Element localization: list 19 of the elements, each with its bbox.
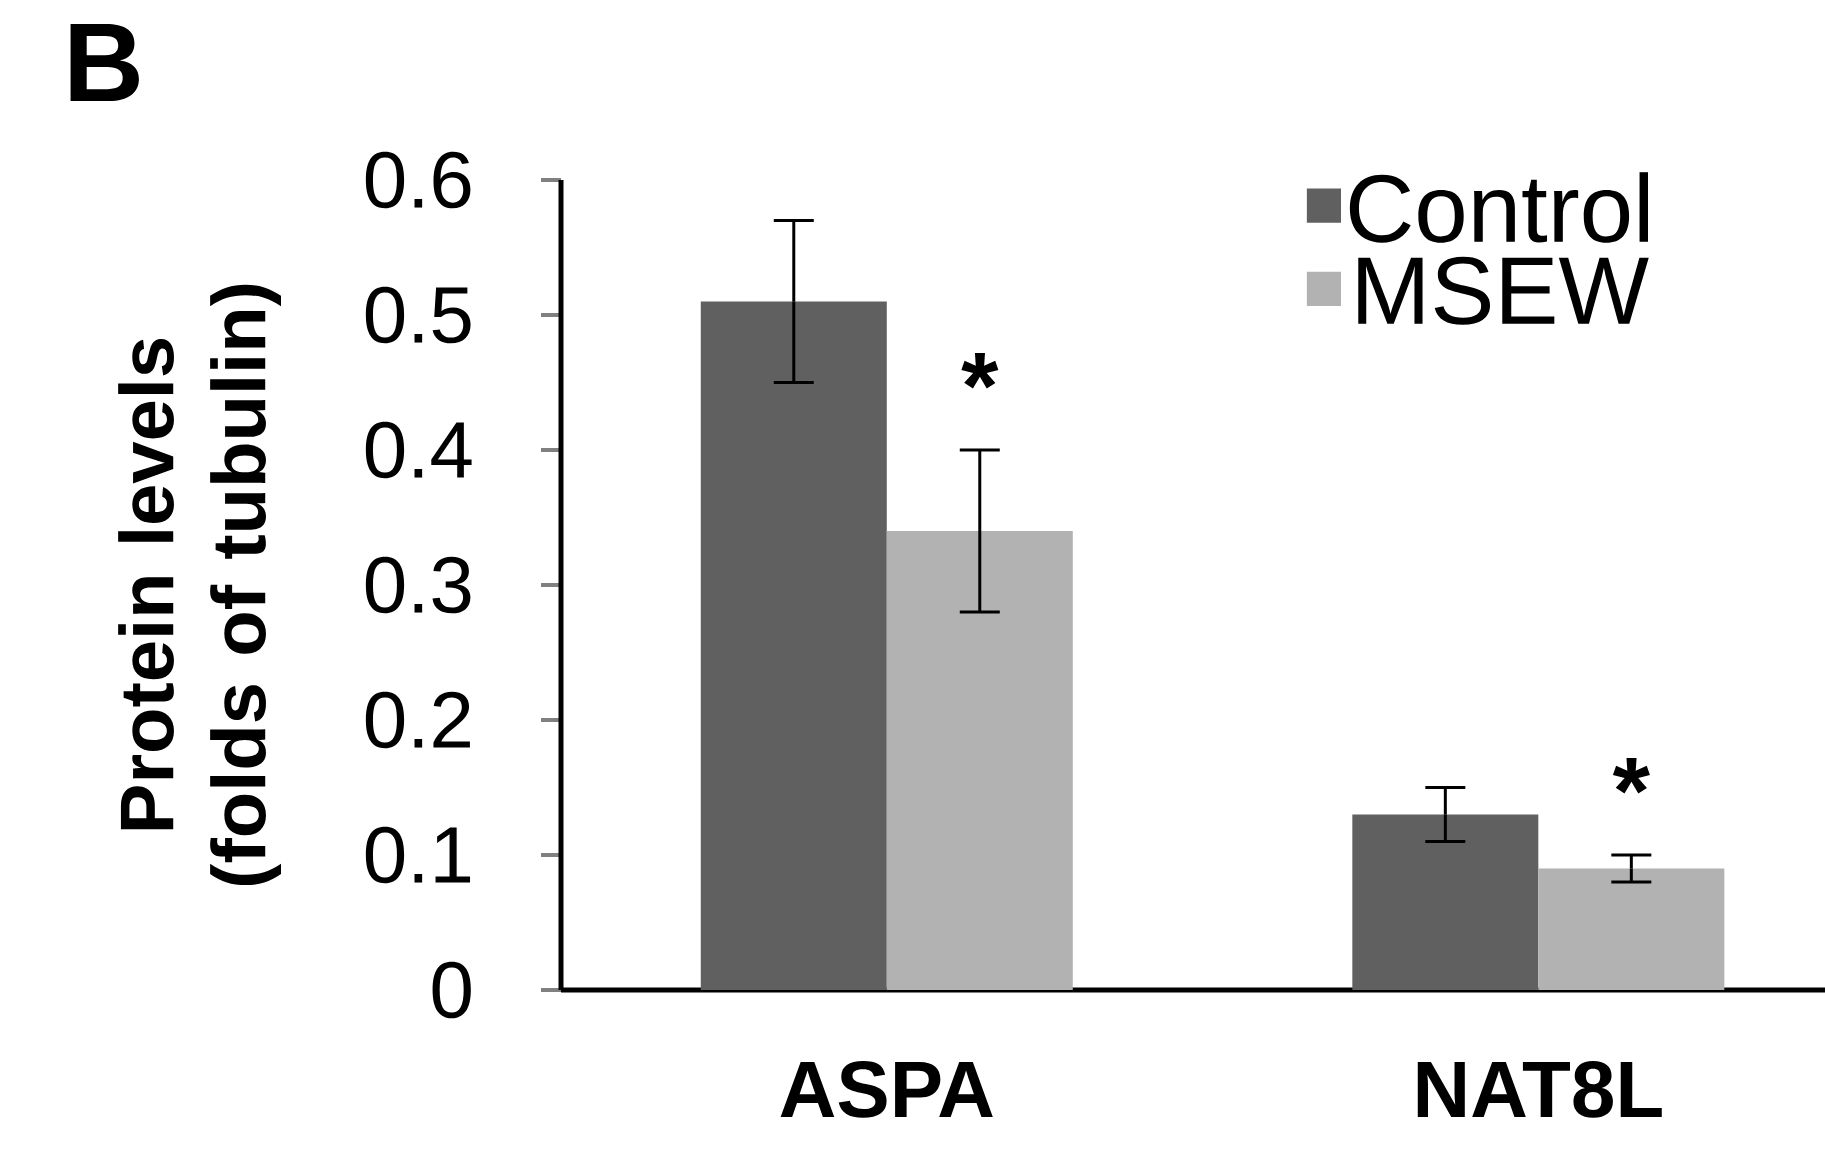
y-tick-label: 0.3 [365,556,471,614]
bar [1352,814,1539,990]
y-axis-title: Protein levels (folds of tubulin) [118,284,281,886]
bar [1538,868,1725,990]
bar [886,531,1073,990]
y-tick-label: 0.4 [365,421,472,479]
y-tick-label: 0 [432,961,471,1019]
text: B [70,24,139,102]
y-tick-label: 0.5 [365,286,471,344]
y-tick-label: 0.1 [365,826,471,884]
legend-label: Control [1349,172,1648,243]
y-tick-label: 0.6 [365,151,471,209]
x-tick-label: ASPA [780,1061,993,1118]
legend-label: MSEW [1358,256,1649,325]
y-tick-label: 0.2 [365,691,470,749]
bar [700,301,887,990]
x-tick-label: NAT8L [1417,1061,1662,1118]
annotation: * [1612,757,1650,794]
annotation: * [961,352,999,389]
